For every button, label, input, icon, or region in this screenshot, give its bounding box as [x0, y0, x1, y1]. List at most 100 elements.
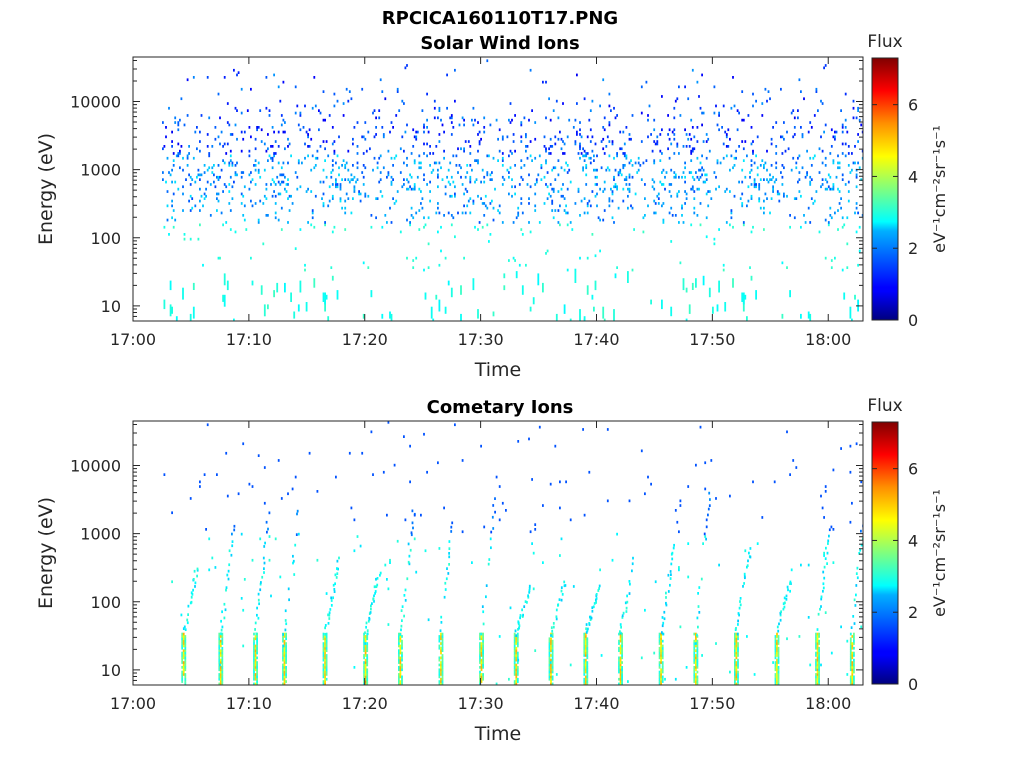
flux-cell [591, 294, 594, 300]
flux-cell [531, 478, 533, 481]
flux-cell [219, 175, 221, 179]
flux-cell [327, 204, 330, 208]
flux-cell [815, 661, 817, 664]
flux-cell [234, 123, 237, 127]
flux-cell [676, 520, 679, 524]
flux-cell [184, 646, 187, 650]
flux-cell [225, 588, 227, 592]
flux-cell [406, 256, 408, 260]
flux-cell [450, 525, 453, 529]
flux-cell [679, 504, 682, 507]
flux-cell [660, 677, 662, 681]
flux-cell [520, 175, 523, 179]
flux-cell [240, 597, 243, 600]
flux-cell [704, 461, 707, 465]
flux-cell [608, 154, 611, 158]
flux-cell [199, 187, 201, 191]
flux-cell [265, 214, 268, 217]
flux-cell [233, 528, 236, 532]
flux-cell [776, 666, 778, 669]
flux-cell [233, 318, 235, 321]
flux-cell [297, 123, 300, 127]
flux-cell [480, 668, 483, 672]
flux-cell [678, 152, 680, 155]
flux-cell [696, 639, 699, 643]
flux-cell [734, 635, 736, 638]
flux-cell [265, 197, 268, 200]
flux-cell [322, 680, 325, 683]
flux-cell [616, 185, 618, 189]
flux-cell [733, 104, 736, 108]
flux-cell [702, 542, 704, 545]
flux-cell [515, 646, 518, 650]
flux-cell [853, 639, 855, 643]
flux-cell [550, 632, 552, 636]
flux-cell [832, 135, 835, 139]
flux-cell [464, 175, 467, 179]
flux-cell [546, 249, 549, 253]
flux-cell [325, 658, 328, 662]
flux-cell [628, 133, 631, 136]
flux-cell [698, 178, 700, 181]
flux-cell [697, 605, 700, 608]
flux-cell [438, 299, 441, 312]
flux-cell [403, 594, 406, 597]
flux-cell [758, 187, 761, 191]
flux-cell [515, 670, 518, 674]
flux-cell [695, 632, 697, 636]
flux-cell [373, 600, 375, 603]
flux-cell [661, 656, 664, 660]
flux-cell [816, 628, 819, 631]
flux-cell [390, 180, 393, 184]
flux-cell [325, 175, 328, 179]
flux-cell [441, 649, 444, 652]
flux-cell [458, 164, 461, 167]
flux-cell [776, 661, 778, 664]
flux-cell [758, 199, 761, 203]
flux-cell [658, 651, 661, 655]
flux-cell [509, 121, 512, 124]
flux-cell [843, 223, 846, 227]
flux-cell [240, 87, 243, 91]
flux-cell [797, 109, 799, 112]
flux-cell [750, 142, 753, 146]
flux-cell [498, 485, 501, 488]
flux-cell [187, 604, 190, 608]
flux-cell [482, 663, 484, 667]
flux-cell [851, 682, 854, 685]
flux-cell [665, 603, 668, 607]
flux-cell [596, 204, 598, 208]
flux-cell [413, 185, 416, 189]
flux-cell [583, 644, 586, 648]
flux-cell [440, 649, 442, 652]
flux-cell [732, 166, 734, 170]
flux-cell [426, 154, 428, 158]
flux-cell [566, 211, 569, 215]
flux-cell [737, 666, 739, 669]
flux-cell [515, 271, 518, 279]
flux-cell [432, 168, 435, 172]
flux-cell [823, 130, 825, 134]
flux-cell [189, 313, 192, 321]
flux-cell [817, 109, 819, 112]
flux-cell [184, 666, 187, 669]
flux-cell [584, 670, 587, 674]
flux-cell [324, 118, 326, 122]
flux-cell [469, 211, 472, 215]
flux-cell [590, 616, 593, 620]
flux-cell [647, 114, 649, 117]
flux-cell [480, 444, 482, 448]
flux-cell [534, 528, 537, 531]
flux-cell [375, 126, 377, 129]
flux-cell [766, 99, 768, 103]
flux-cell [438, 663, 441, 667]
flux-cell [331, 168, 334, 172]
flux-cell [555, 673, 558, 676]
flux-cell [664, 175, 666, 179]
flux-cell [742, 223, 745, 227]
flux-cell [713, 237, 716, 241]
flux-cell [443, 506, 445, 510]
flux-cell [585, 183, 588, 186]
flux-cell [707, 513, 709, 517]
flux-cell [447, 211, 450, 215]
